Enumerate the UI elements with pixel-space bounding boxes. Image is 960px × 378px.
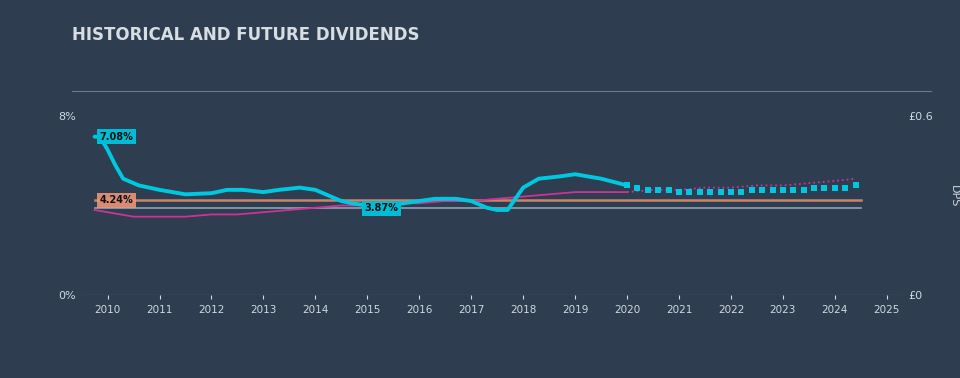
Text: 4.24%: 4.24%	[100, 195, 133, 205]
Text: 7.08%: 7.08%	[100, 132, 133, 142]
Text: HISTORICAL AND FUTURE DIVIDENDS: HISTORICAL AND FUTURE DIVIDENDS	[72, 26, 420, 45]
Y-axis label: DPS: DPS	[949, 185, 959, 208]
Text: 3.87%: 3.87%	[365, 203, 398, 214]
